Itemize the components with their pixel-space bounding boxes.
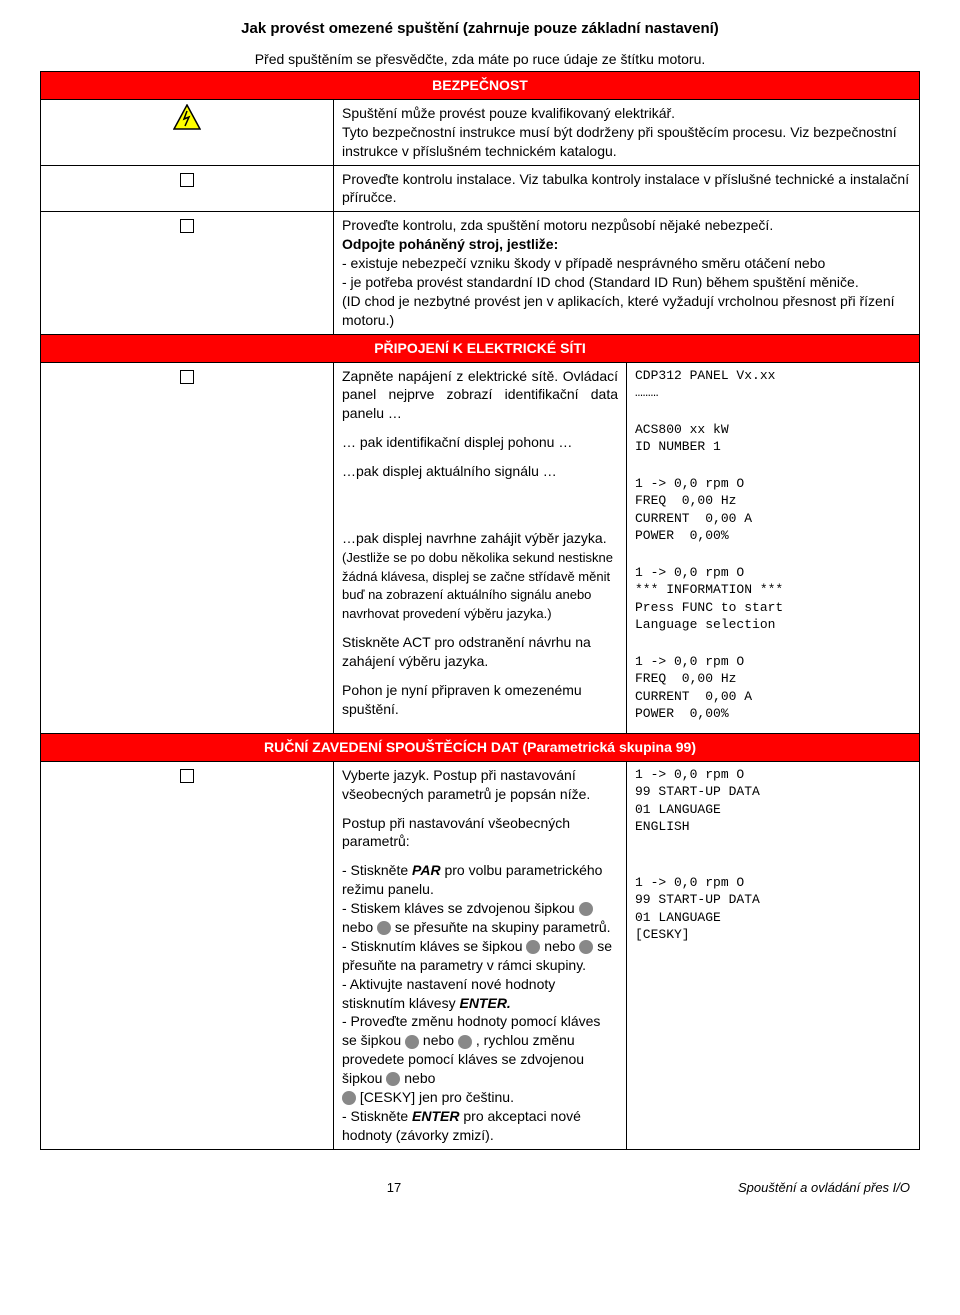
section-safety-header: BEZPEČNOST (41, 72, 920, 100)
display-m2: 1 -> 0,0 rpm O 99 START-UP DATA 01 LANGU… (635, 874, 911, 944)
warning-icon-cell (41, 99, 334, 165)
footer-right: Spouštění a ovládání přes I/O (738, 1180, 910, 1195)
power-p1: Zapněte napájení z elektrické sítě. Ovlá… (342, 367, 618, 424)
check2-b3: (ID chod je nezbytné provést jen v aplik… (342, 293, 895, 328)
checkbox-icon (180, 219, 194, 233)
page-footer: 17 Spouštění a ovládání přes I/O (40, 1180, 920, 1195)
document-page: Jak provést omezené spuštění (zahrnuje p… (0, 0, 960, 1215)
page-number: 17 (387, 1180, 401, 1195)
up-arrow-icon (526, 940, 540, 954)
check2-b2: - je potřeba provést standardní ID chod … (342, 274, 859, 290)
power-box-cell (41, 362, 334, 733)
checkbox-icon (180, 370, 194, 384)
l2a: - Stiskem kláves se zdvojenou šipkou (342, 900, 579, 916)
power-p2: … pak identifikační displej pohonu … (342, 433, 618, 452)
power-p5: Stiskněte ACT pro odstranění návrhu na z… (342, 633, 618, 671)
display-d1: CDP312 PANEL Vx.xx ……… (635, 367, 911, 402)
page-title: Jak provést omezené spuštění (zahrnuje p… (40, 20, 920, 37)
power-p6: Pohon je nyní připraven k omezenému spuš… (342, 681, 618, 719)
l4b: ENTER. (459, 995, 510, 1011)
manual-left: Vyberte jazyk. Postup při nastavování vš… (334, 761, 627, 1149)
manual-p1: Vyberte jazyk. Postup při nastavování vš… (342, 766, 618, 804)
double-up-arrow-icon (579, 902, 593, 916)
manual-right: 1 -> 0,0 rpm O 99 START-UP DATA 01 LANGU… (627, 761, 920, 1149)
display-d4: 1 -> 0,0 rpm O *** INFORMATION *** Press… (635, 564, 911, 634)
double-down-arrow-icon (377, 921, 391, 935)
check2-label: Odpojte poháněný stroj, jestliže: (342, 236, 558, 252)
l5b: nebo (419, 1032, 458, 1048)
power-left: Zapněte napájení z elektrické sítě. Ovlá… (334, 362, 627, 733)
display-m1: 1 -> 0,0 rpm O 99 START-UP DATA 01 LANGU… (635, 766, 911, 836)
power-right: CDP312 PANEL Vx.xx ……… ACS800 xx kW ID N… (627, 362, 920, 733)
check1-text: Proveďte kontrolu instalace. Viz tabulka… (334, 165, 920, 212)
safety-line1: Spuštění může provést pouze kvalifikovan… (342, 105, 675, 121)
checkbox-icon (180, 769, 194, 783)
double-up-arrow-icon (386, 1072, 400, 1086)
power-p4: …pak displej navrhne zahájit výběr jazyk… (342, 529, 618, 623)
double-down-arrow-icon (342, 1091, 356, 1105)
display-d5: 1 -> 0,0 rpm O FREQ 0,00 Hz CURRENT 0,00… (635, 653, 911, 723)
down-arrow-icon (579, 940, 593, 954)
checkbox-icon (180, 173, 194, 187)
intro-line: Před spuštěním se přesvědčte, zda máte p… (40, 51, 920, 67)
warning-icon (173, 104, 201, 130)
section-power-header: PŘIPOJENÍ K ELEKTRICKÉ SÍTI (41, 334, 920, 362)
down-arrow-icon (458, 1035, 472, 1049)
power-p4a: …pak displej navrhne zahájit výběr jazyk… (342, 530, 607, 546)
display-d3: 1 -> 0,0 rpm O FREQ 0,00 Hz CURRENT 0,00… (635, 475, 911, 545)
check2-box-cell (41, 212, 334, 334)
l5e: [CESKY] jen pro češtinu. (356, 1089, 514, 1105)
display-d2: ACS800 xx kW ID NUMBER 1 (635, 421, 911, 456)
safety-line2: Tyto bezpečnostní instrukce musí být dod… (342, 124, 897, 159)
check1-box-cell (41, 165, 334, 212)
l5d: nebo (400, 1070, 435, 1086)
safety-text-cell: Spuštění může provést pouze kvalifikovan… (334, 99, 920, 165)
l1a: - Stiskněte (342, 862, 412, 878)
main-table: BEZPEČNOST Spuštění může provést pouze k… (40, 71, 920, 1150)
check2-b1: - existuje nebezpečí vzniku škody v příp… (342, 255, 825, 271)
power-p3: …pak displej aktuálního signálu … (342, 462, 618, 481)
up-arrow-icon (405, 1035, 419, 1049)
section-manual-header: RUČNÍ ZAVEDENÍ SPOUŠTĚCÍCH DAT (Parametr… (41, 733, 920, 761)
manual-box-cell (41, 761, 334, 1149)
l1b: PAR (412, 862, 441, 878)
l6a: - Stiskněte (342, 1108, 412, 1124)
l2c: se přesuňte na skupiny parametrů. (391, 919, 610, 935)
l3b: nebo (540, 938, 579, 954)
l6b: ENTER (412, 1108, 459, 1124)
l3a: - Stisknutím kláves se šipkou (342, 938, 526, 954)
check2-p1: Proveďte kontrolu, zda spuštění motoru n… (342, 217, 773, 233)
check2-text: Proveďte kontrolu, zda spuštění motoru n… (334, 212, 920, 334)
l4a: - Aktivujte nastavení nové hodnoty stisk… (342, 976, 555, 1011)
power-p4b: (Jestliže se po dobu několika sekund nes… (342, 550, 613, 622)
manual-steps: - Stiskněte PAR pro volbu parametrického… (342, 861, 618, 1144)
l2b: nebo (342, 919, 377, 935)
manual-p2: Postup při nastavování všeobecných param… (342, 814, 618, 852)
